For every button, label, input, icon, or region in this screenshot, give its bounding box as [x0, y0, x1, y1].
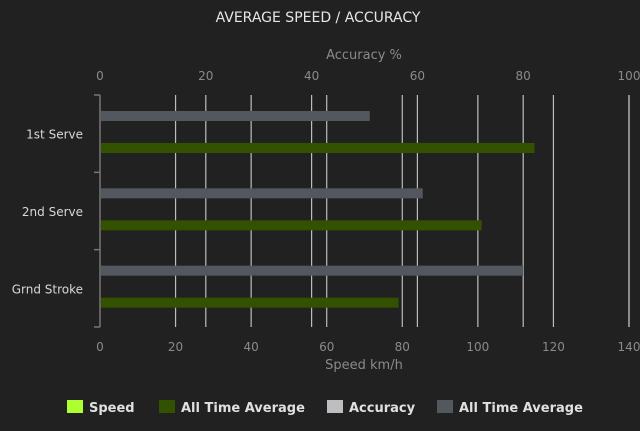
bottom-axis-tick-label: 140	[618, 340, 640, 354]
bottom-axis-tick-label: 120	[542, 340, 565, 354]
bottom-axis-label: Speed km/h	[325, 358, 403, 373]
top-axis-tick-label: 60	[410, 69, 425, 83]
top-axis-tick-label: 100	[618, 69, 640, 83]
category-label: 1st Serve	[26, 128, 83, 142]
bar	[101, 297, 399, 308]
category-label: Grnd Stroke	[12, 282, 83, 296]
bottom-axis-tick-label: 20	[168, 340, 183, 354]
legend-label: All Time Average	[459, 401, 583, 416]
top-axis-tick-label: 20	[198, 69, 213, 83]
top-axis-tick-label: 40	[304, 69, 319, 83]
bar	[101, 265, 524, 276]
bar	[101, 188, 423, 199]
top-axis-label: Accuracy %	[326, 48, 402, 63]
legend-label: Speed	[89, 401, 135, 416]
legend-swatch	[67, 400, 83, 413]
bottom-axis-tick-label: 40	[244, 340, 259, 354]
top-axis-tick-label: 0	[96, 69, 104, 83]
legend-label: All Time Average	[181, 401, 305, 416]
category-label: 2nd Serve	[22, 205, 83, 219]
bar	[101, 143, 535, 153]
bottom-axis-tick-label: 100	[466, 340, 489, 354]
top-axis-tick-label: 80	[516, 69, 531, 83]
legend-swatch	[327, 400, 343, 413]
bottom-axis-tick-label: 80	[395, 340, 410, 354]
bottom-axis-tick-label: 60	[319, 340, 334, 354]
bottom-axis-tick-label: 0	[96, 340, 104, 354]
legend-swatch	[437, 400, 453, 413]
bar	[101, 220, 482, 231]
bar	[101, 111, 370, 121]
legend-label: Accuracy	[349, 401, 416, 416]
legend-swatch	[159, 400, 175, 413]
chart-title: AVERAGE SPEED / ACCURACY	[216, 10, 421, 26]
